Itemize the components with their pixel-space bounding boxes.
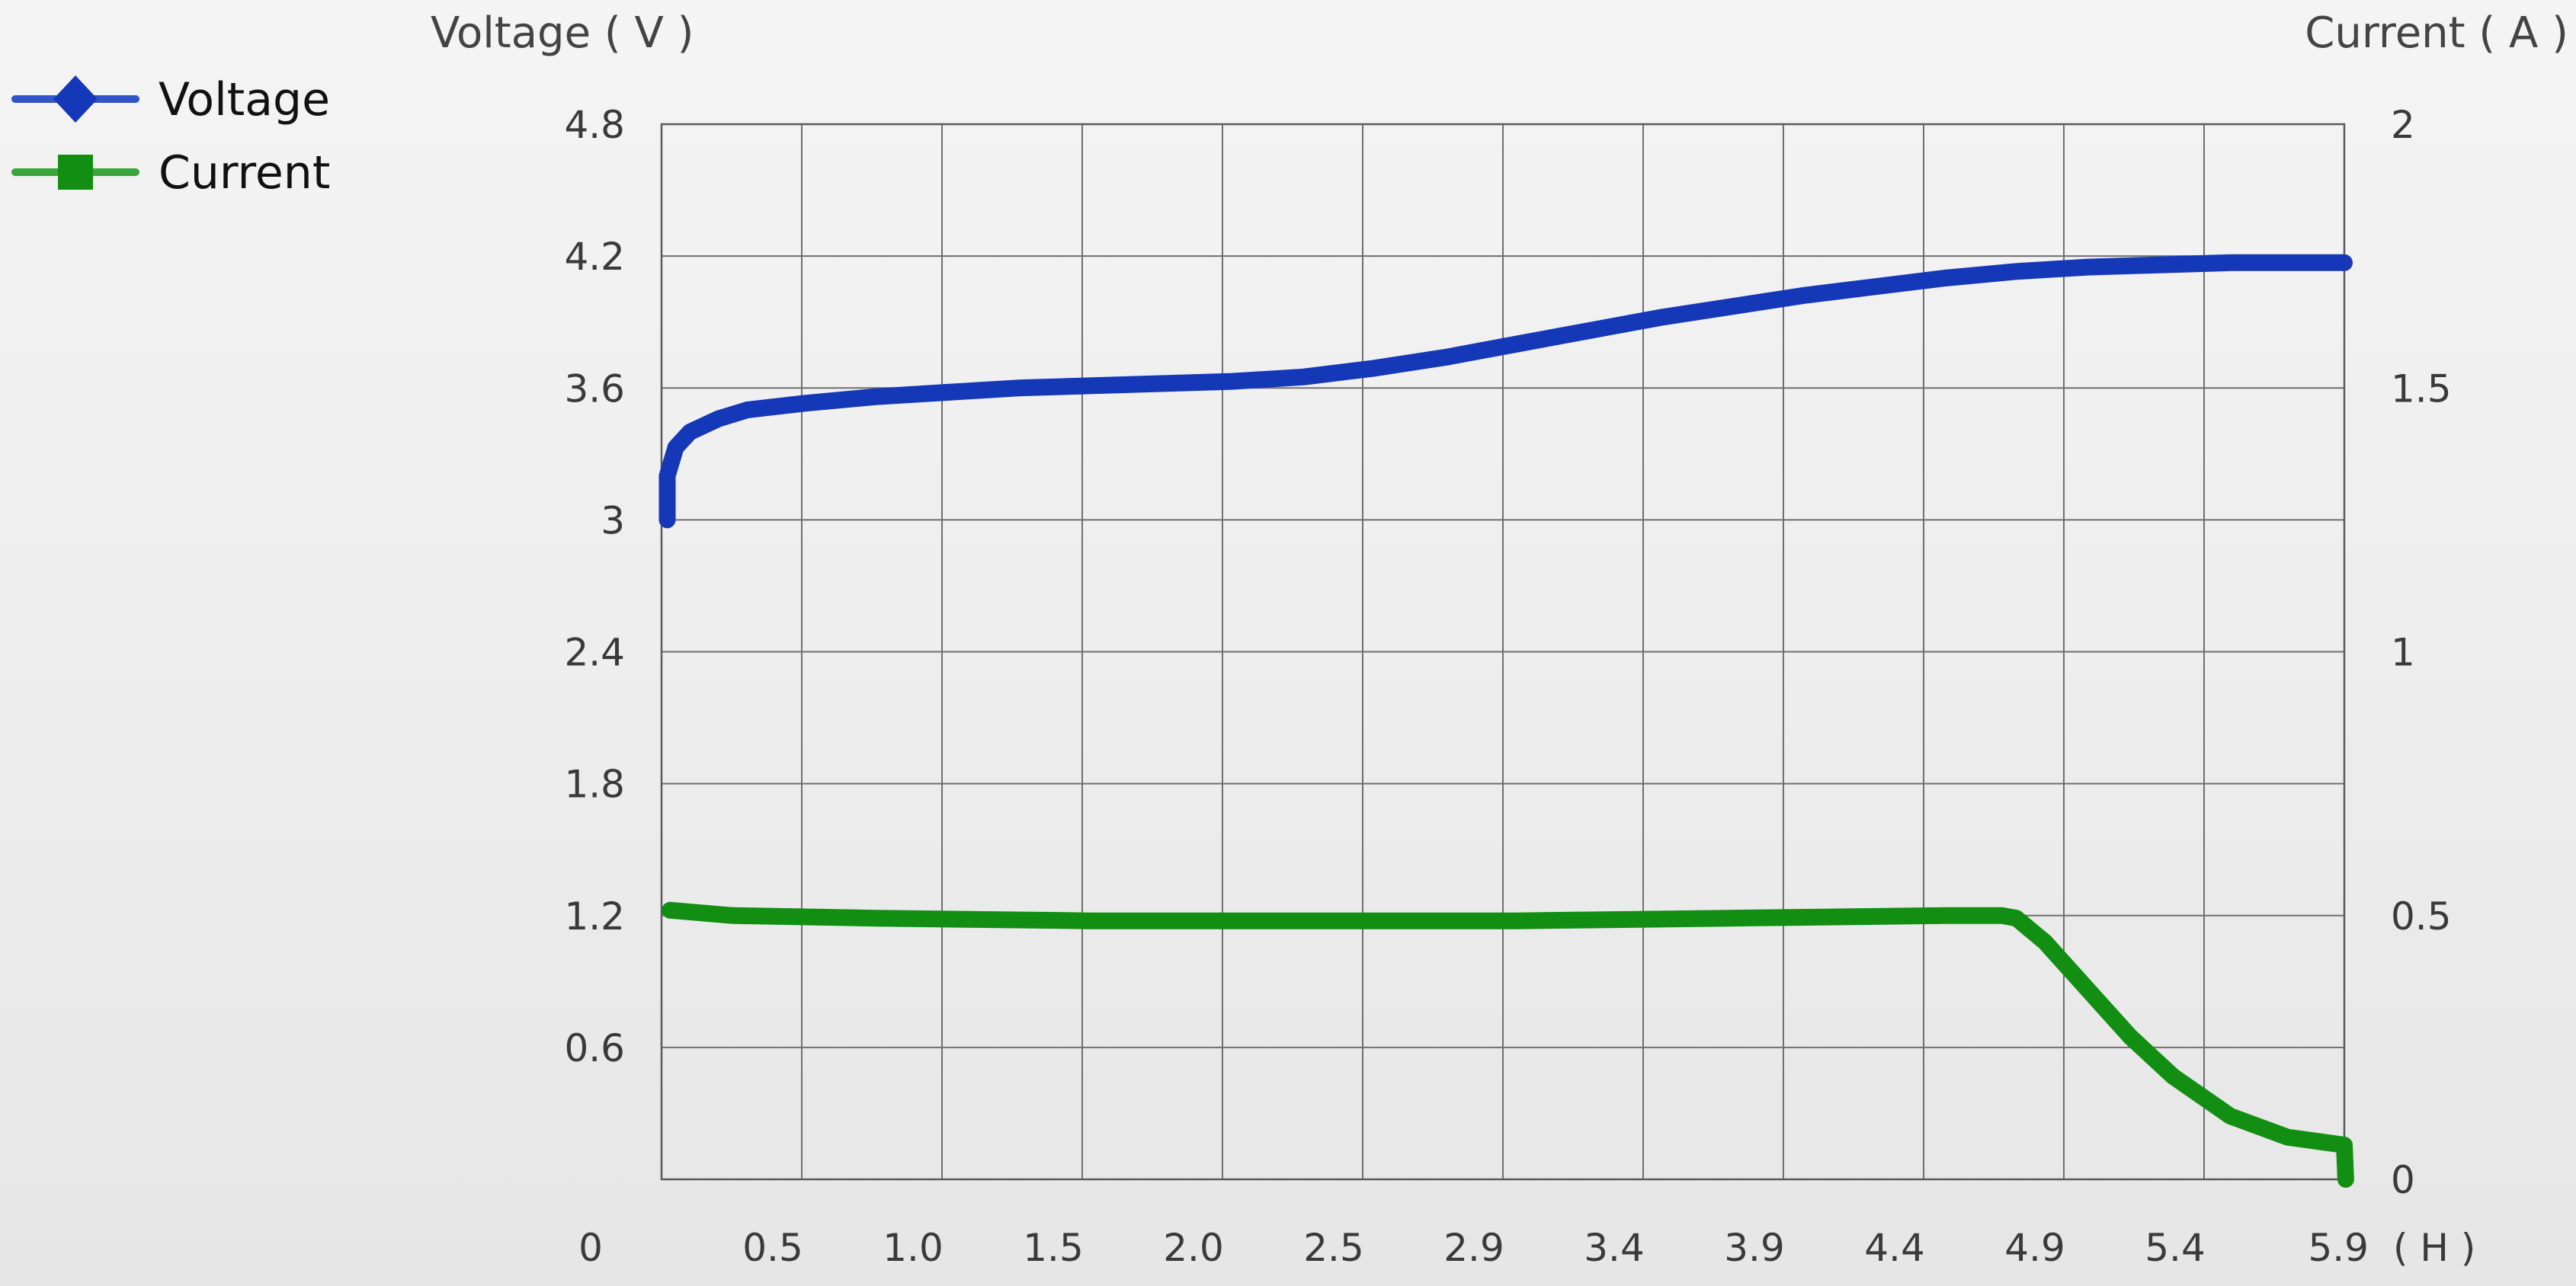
- y-right-tick-label: 1: [2391, 631, 2415, 675]
- y-left-tick-label: 0.6: [564, 1026, 625, 1070]
- x-tick-label: 0.5: [742, 1226, 803, 1270]
- y-left-tick-label: 1.2: [564, 894, 625, 939]
- x-axis-unit: ( H ): [2393, 1226, 2475, 1270]
- x-tick-label: 3.9: [1724, 1226, 1785, 1270]
- series-line-voltage: [658, 254, 2353, 529]
- x-tick-label: 2.5: [1303, 1226, 1364, 1270]
- legend-voltage-label: Voltage: [159, 73, 330, 126]
- plot-border: [660, 123, 2346, 1181]
- legend: Voltage Current: [11, 73, 330, 200]
- legend-current-label: Current: [159, 146, 330, 200]
- y-right-tick-label: 0: [2391, 1158, 2415, 1202]
- x-tick-label: 5.4: [2145, 1226, 2206, 1270]
- y-right-axis-title: Current ( A ): [2305, 8, 2568, 58]
- series-lines: [658, 254, 2354, 1188]
- x-tick-label: 2.9: [1443, 1226, 1504, 1270]
- y-left-tick-label: 3.6: [564, 366, 625, 411]
- x-tick-label: 1.5: [1023, 1226, 1084, 1270]
- x-tick-label: 4.4: [1864, 1226, 1925, 1270]
- x-tick-label: 0: [578, 1226, 603, 1270]
- y-left-tick-label: 3: [601, 498, 625, 542]
- legend-item-voltage: Voltage: [11, 73, 330, 126]
- x-tick-label: 3.4: [1584, 1226, 1645, 1270]
- legend-voltage-diamond-icon: [53, 75, 98, 123]
- axis-titles: Voltage ( V ) Current ( A ) ( H ): [431, 8, 2568, 1270]
- y-left-tick-label: 2.4: [564, 631, 625, 675]
- series-line-current: [662, 901, 2354, 1188]
- y-left-axis-title: Voltage ( V ): [431, 8, 694, 58]
- y-left-tick-label: 1.8: [564, 763, 625, 807]
- y-left-tick-label: 4.2: [564, 235, 625, 279]
- y-right-tick-label: 0.5: [2391, 894, 2452, 939]
- x-tick-label: 2.0: [1163, 1226, 1224, 1270]
- legend-item-current: Current: [11, 146, 330, 200]
- grid-lines: [662, 124, 2344, 1179]
- y-left-tick-label: 4.8: [564, 103, 625, 147]
- x-tick-label: 4.9: [2004, 1226, 2065, 1270]
- tick-labels: 4.8 4.2 3.6 3 2.4 1.8 1.2 0.6 2 1.5 1 0.5 0 0 0.5 1.0 1.…: [564, 103, 2451, 1270]
- legend-current-square-icon: [58, 155, 93, 190]
- y-right-tick-label: 1.5: [2391, 366, 2452, 411]
- plot-frame: [660, 123, 2346, 1181]
- x-tick-label: 1.0: [883, 1226, 944, 1270]
- y-right-tick-label: 2: [2391, 103, 2415, 147]
- x-tick-label: 5.9: [2308, 1226, 2369, 1270]
